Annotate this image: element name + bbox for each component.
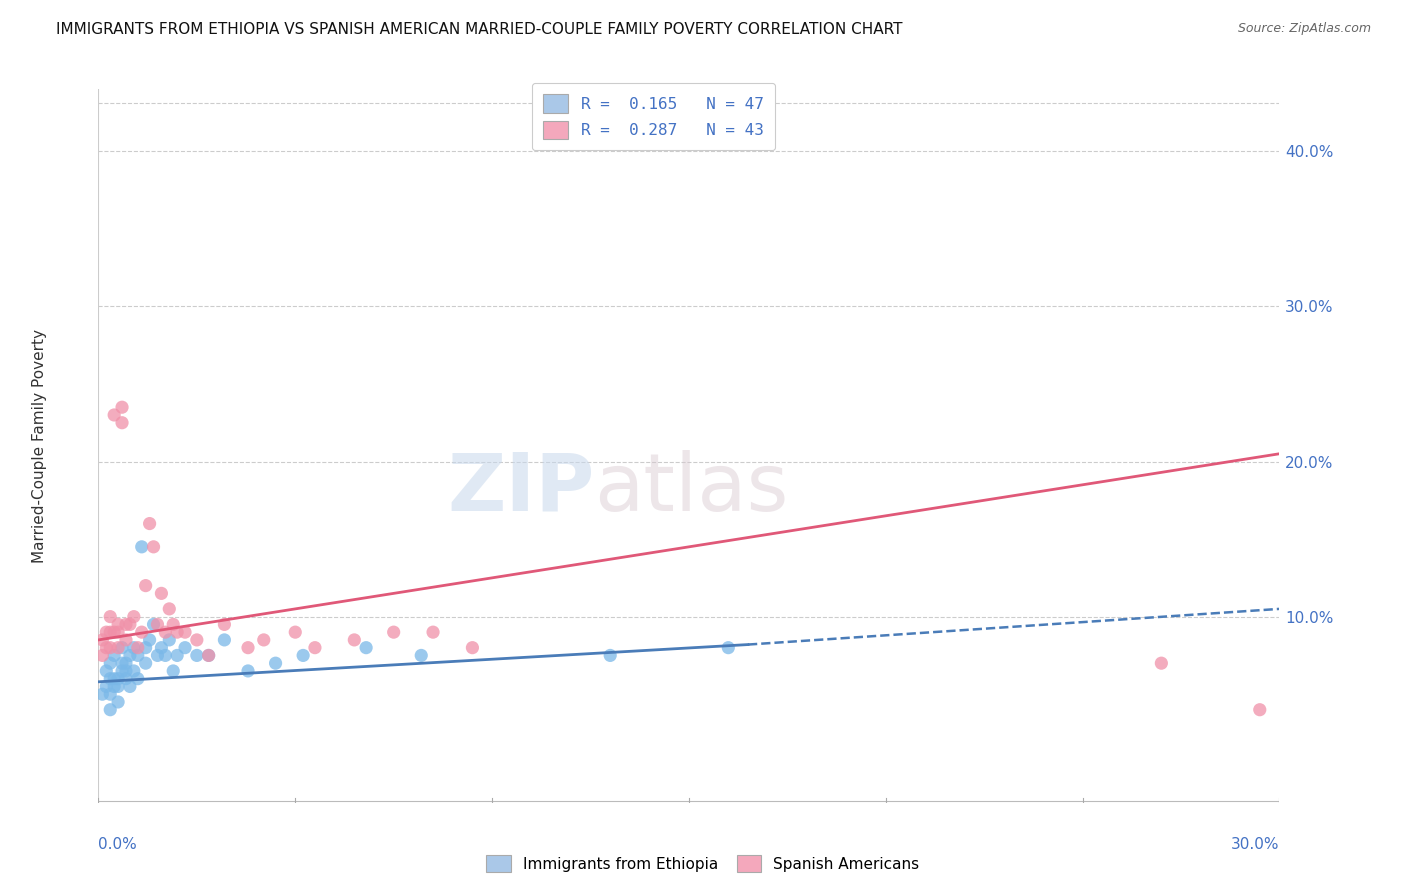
Point (138, 516, 160, 531)
Point (197, 648, 219, 663)
Point (1249, 703, 1271, 717)
Point (127, 640, 149, 655)
Point (107, 672, 129, 686)
Point (146, 617, 169, 632)
Point (411, 648, 433, 663)
Point (461, 640, 484, 655)
Point (155, 648, 177, 663)
Point (150, 640, 173, 655)
Point (103, 408, 125, 422)
Point (236, 664, 259, 678)
Point (111, 416, 134, 430)
Point (717, 640, 740, 655)
Text: ZIP: ZIP (447, 450, 595, 528)
Point (103, 625, 125, 640)
Point (142, 617, 165, 632)
Point (142, 540, 165, 554)
Point (186, 632, 208, 647)
Point (135, 579, 157, 593)
Point (111, 664, 134, 678)
Point (115, 656, 138, 670)
Point (98, 609, 121, 624)
Point (98, 625, 121, 640)
Point (135, 656, 157, 670)
Point (354, 640, 377, 655)
Legend: Immigrants from Ethiopia, Spanish Americans: Immigrants from Ethiopia, Spanish Americ… (479, 847, 927, 880)
Point (111, 656, 134, 670)
Point (118, 680, 141, 694)
Point (98, 703, 121, 717)
Point (107, 640, 129, 655)
Point (304, 640, 326, 655)
Point (135, 640, 157, 655)
Point (122, 664, 145, 678)
Point (115, 632, 138, 647)
Point (98, 687, 121, 701)
Point (150, 586, 173, 600)
Point (96, 640, 118, 655)
Point (174, 640, 197, 655)
Point (91, 648, 114, 663)
Point (103, 648, 125, 663)
Point (166, 625, 188, 640)
Point (284, 625, 307, 640)
Point (115, 664, 138, 678)
Text: 0.0%: 0.0% (98, 837, 138, 852)
Legend: R =  0.165   N = 47, R =  0.287   N = 43: R = 0.165 N = 47, R = 0.287 N = 43 (531, 83, 775, 150)
Point (127, 648, 149, 663)
Point (138, 632, 160, 647)
Point (1150, 656, 1173, 670)
Point (292, 648, 315, 663)
Point (91, 687, 114, 701)
Point (382, 625, 405, 640)
Point (599, 648, 621, 663)
Point (115, 617, 138, 632)
Point (174, 625, 197, 640)
Point (107, 617, 129, 632)
Point (98, 672, 121, 686)
Point (131, 625, 153, 640)
Point (157, 632, 180, 647)
Point (91, 632, 114, 647)
Point (96, 664, 118, 678)
Point (214, 632, 236, 647)
Point (236, 640, 259, 655)
Point (107, 680, 129, 694)
Point (214, 617, 236, 632)
Point (103, 672, 125, 686)
Point (343, 632, 366, 647)
Point (122, 609, 145, 624)
Point (98, 640, 121, 655)
Point (253, 632, 276, 647)
Point (264, 656, 287, 670)
Point (162, 617, 184, 632)
Point (96, 680, 118, 694)
Point (122, 640, 145, 655)
Point (98, 656, 121, 670)
Point (186, 648, 208, 663)
Point (155, 625, 177, 640)
Point (115, 672, 138, 686)
Point (111, 640, 134, 655)
Text: Source: ZipAtlas.com: Source: ZipAtlas.com (1237, 22, 1371, 36)
Point (118, 648, 141, 663)
Point (96, 625, 118, 640)
Point (162, 664, 184, 678)
Text: Married-Couple Family Poverty: Married-Couple Family Poverty (32, 329, 46, 563)
Point (197, 648, 219, 663)
Point (111, 401, 134, 415)
Point (131, 540, 153, 554)
Text: atlas: atlas (595, 450, 789, 528)
Point (422, 625, 444, 640)
Text: 30.0%: 30.0% (1232, 837, 1279, 852)
Point (118, 617, 141, 632)
Point (166, 648, 188, 663)
Point (107, 625, 129, 640)
Point (107, 695, 129, 709)
Point (127, 672, 149, 686)
Text: IMMIGRANTS FROM ETHIOPIA VS SPANISH AMERICAN MARRIED-COUPLE FAMILY POVERTY CORRE: IMMIGRANTS FROM ETHIOPIA VS SPANISH AMER… (56, 22, 903, 37)
Point (157, 602, 180, 616)
Point (103, 680, 125, 694)
Point (146, 648, 169, 663)
